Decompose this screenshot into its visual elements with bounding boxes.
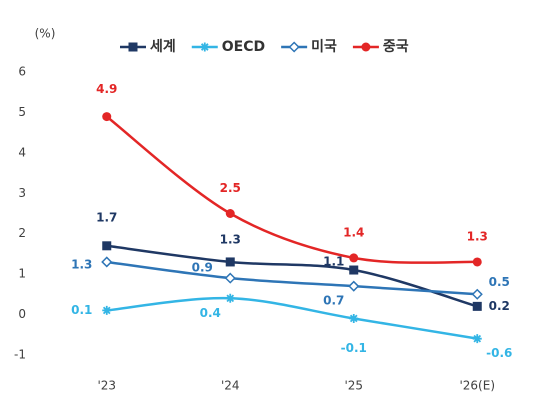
data-label: 1.3 <box>220 232 241 246</box>
legend-label: 중국 <box>383 39 409 55</box>
data-label: -0.6 <box>486 346 512 360</box>
data-label: 1.7 <box>96 210 117 224</box>
marker <box>349 313 359 323</box>
x-tick-label: '24 <box>221 379 240 393</box>
y-tick-label: 4 <box>18 145 26 159</box>
series-line <box>106 244 478 308</box>
y-tick-label: 6 <box>18 65 26 79</box>
marker <box>224 272 236 284</box>
marker <box>288 41 300 53</box>
data-label: 0.4 <box>200 306 221 320</box>
data-label: 1.1 <box>323 255 344 269</box>
marker <box>225 257 235 267</box>
x-tick-label: '25 <box>344 379 363 393</box>
marker <box>472 301 482 311</box>
marker <box>472 257 482 267</box>
data-label: 4.9 <box>96 82 117 96</box>
legend-label: 미국 <box>311 39 337 55</box>
marker <box>225 293 235 303</box>
series-line <box>105 115 478 264</box>
marker <box>200 42 210 52</box>
marker <box>128 42 138 52</box>
data-label: 1.3 <box>467 229 488 243</box>
y-tick-label: 0 <box>18 307 26 321</box>
y-tick-label: -1 <box>14 347 26 361</box>
marker <box>471 288 483 300</box>
data-label: 1.3 <box>71 257 92 271</box>
marker <box>102 241 112 251</box>
unit-label: (%) <box>35 27 56 41</box>
data-label: 0.7 <box>323 294 344 308</box>
y-tick-label: 5 <box>18 105 26 119</box>
marker <box>101 256 113 268</box>
data-label: 2.5 <box>220 181 241 195</box>
marker <box>349 253 359 263</box>
marker <box>349 265 359 275</box>
y-tick-label: 2 <box>18 226 26 240</box>
data-label: -0.1 <box>341 341 367 355</box>
marker <box>225 209 235 218</box>
marker <box>348 280 360 292</box>
data-label: 0.2 <box>489 299 510 313</box>
data-label: 0.9 <box>192 261 213 275</box>
marker <box>102 305 112 315</box>
marker <box>472 334 482 344</box>
marker <box>361 42 371 52</box>
series-line <box>106 260 478 296</box>
data-label: 1.4 <box>343 225 364 239</box>
data-label: 0.5 <box>489 275 510 289</box>
series-line <box>106 296 478 340</box>
legend-label: OECD <box>222 39 265 55</box>
marker <box>102 112 112 122</box>
y-tick-label: 3 <box>18 186 26 200</box>
x-tick-label: '26(E) <box>459 379 495 393</box>
data-label: 0.1 <box>71 303 92 317</box>
x-tick-label: '23 <box>97 379 116 393</box>
legend-label: 세계 <box>150 39 176 55</box>
y-tick-label: 1 <box>18 267 26 281</box>
